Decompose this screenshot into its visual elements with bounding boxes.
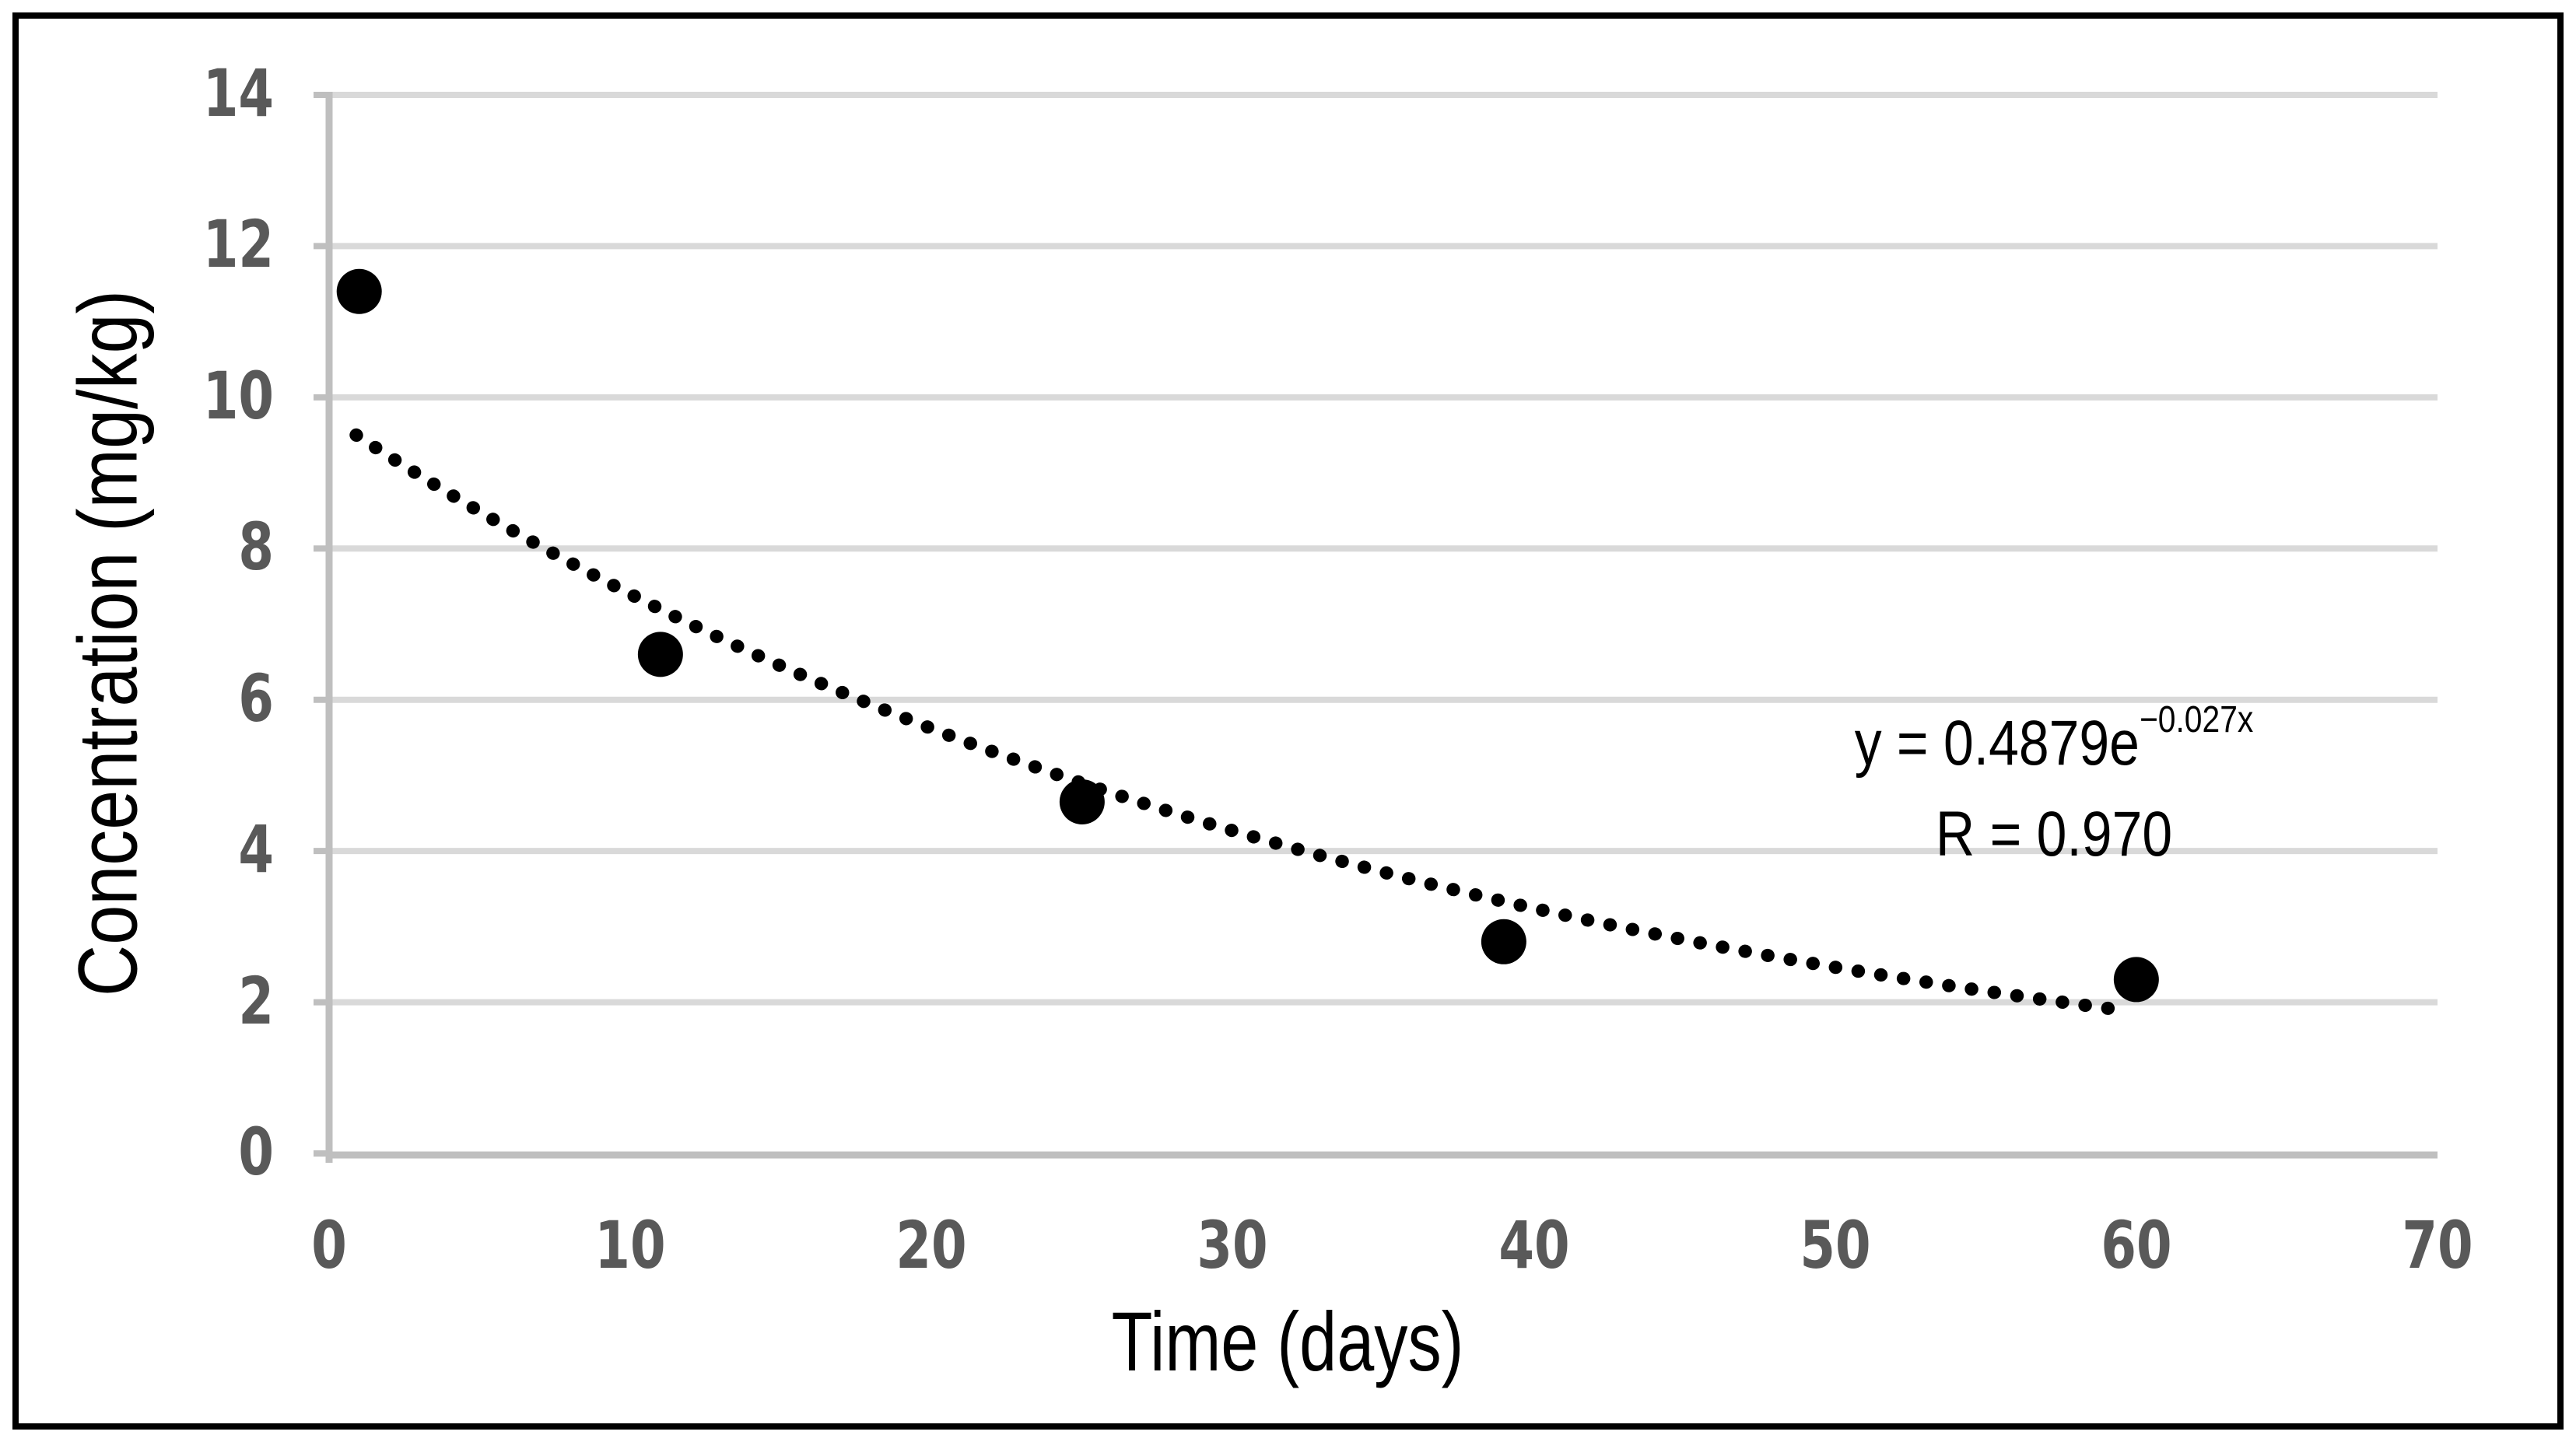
data-point-x60 [2113, 957, 2159, 1003]
y-tick-label-12: 12 [202, 206, 274, 283]
y-tick-label-2: 2 [238, 962, 274, 1039]
y-tick-label-8: 8 [238, 509, 274, 586]
x-tick-label-60: 60 [2101, 1207, 2172, 1283]
equation-base: y = 0.4879e [1854, 708, 2140, 779]
y-tick-label-0: 0 [238, 1114, 274, 1190]
x-tick-label-50: 50 [1800, 1207, 1871, 1283]
data-point-x25 [1059, 779, 1105, 824]
trendline-equation: y = 0.4879e−0.027x [1854, 699, 2254, 793]
data-point-x1 [336, 268, 382, 314]
y-tick-label-10: 10 [202, 357, 274, 434]
x-tick-label-0: 0 [311, 1207, 347, 1283]
x-tick-label-40: 40 [1498, 1207, 1570, 1283]
x-tick-label-10: 10 [594, 1207, 666, 1283]
y-tick-label-4: 4 [238, 811, 274, 888]
data-point-x11 [637, 632, 683, 677]
data-point-x39 [1481, 919, 1526, 964]
x-tick-label-30: 30 [1197, 1207, 1269, 1283]
x-axis-title: Time (days) [1111, 1294, 1464, 1388]
trendline-dotted [349, 428, 2122, 1017]
x-tick-label-70: 70 [2402, 1207, 2473, 1283]
y-tick-label-6: 6 [238, 660, 274, 737]
x-tick-label-20: 20 [895, 1207, 967, 1283]
equation-exponent: −0.027x [2139, 699, 2254, 740]
y-axis-title: Concentration (mg/kg) [60, 289, 155, 997]
y-tick-label-14: 14 [202, 55, 274, 131]
trendline-r-value: R = 0.970 [1935, 799, 2173, 870]
trendline-annotation: y = 0.4879e−0.027x R = 0.970 [1854, 699, 2254, 875]
